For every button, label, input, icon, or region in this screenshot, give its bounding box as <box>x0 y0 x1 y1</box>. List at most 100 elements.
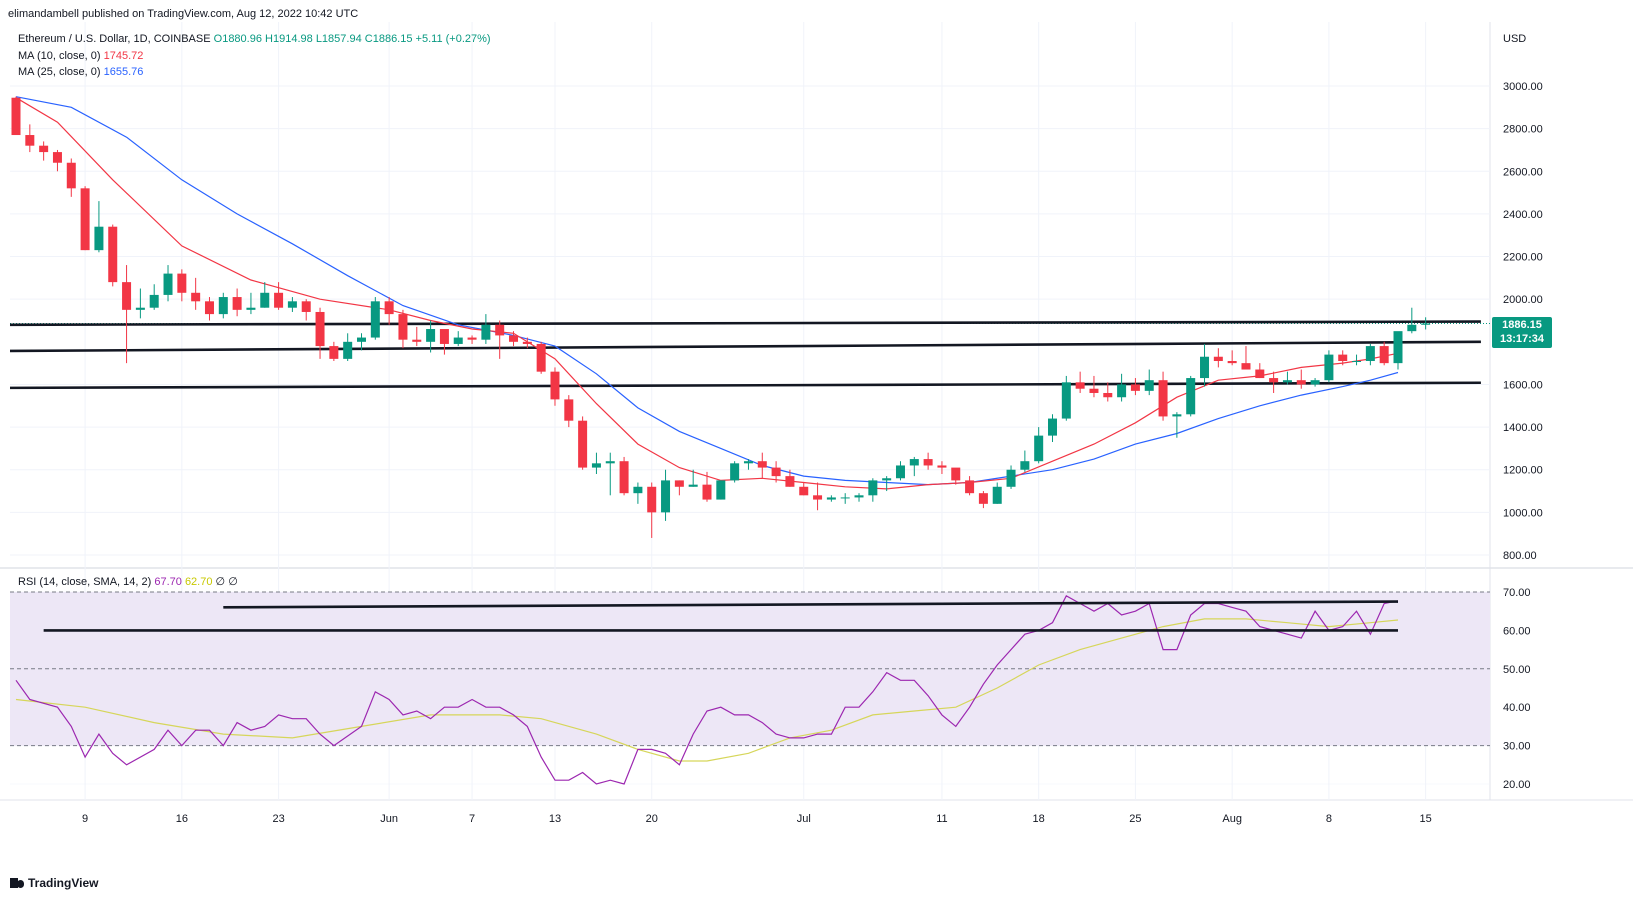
candle <box>1407 307 1417 334</box>
candle-body <box>1020 461 1030 470</box>
candle <box>1144 369 1154 396</box>
candle <box>481 314 491 344</box>
candle <box>937 461 947 474</box>
candle-body <box>1034 435 1044 462</box>
candle-body <box>882 478 892 481</box>
candle-body <box>315 311 325 347</box>
candle-body <box>357 337 366 342</box>
candle-body <box>1255 369 1265 379</box>
candle <box>840 493 850 504</box>
candle <box>177 269 187 302</box>
candle <box>1158 371 1168 421</box>
candle <box>384 297 394 325</box>
candle <box>578 416 588 470</box>
time-axis-label: 15 <box>1420 813 1432 825</box>
moving-averages <box>15 96 1399 490</box>
candle-body <box>80 188 90 251</box>
candle <box>951 467 961 485</box>
candle-body <box>204 301 214 315</box>
candle-body <box>1379 346 1389 364</box>
candle <box>412 326 422 347</box>
ma10-legend[interactable]: MA (10, close, 0) 1745.72 <box>18 50 143 62</box>
candle <box>1172 412 1182 438</box>
support-line <box>9 320 1481 327</box>
axis-currency: USD <box>1503 33 1527 45</box>
time-axis-label: 20 <box>646 813 658 825</box>
candle <box>564 395 574 428</box>
candle-body <box>25 135 35 146</box>
candle <box>992 482 1002 504</box>
candle-body <box>232 297 242 310</box>
candle <box>743 459 753 470</box>
candle-body <box>1241 363 1251 370</box>
candle <box>868 478 878 502</box>
candle <box>370 297 380 340</box>
candle <box>108 224 118 287</box>
rsi-axis-label: 30.00 <box>1503 741 1531 753</box>
rsi-axis-label: 20.00 <box>1503 779 1531 791</box>
candle <box>66 158 76 197</box>
ma25-legend[interactable]: MA (25, close, 0) 1655.76 <box>18 66 143 78</box>
trend-lines <box>9 320 1490 390</box>
candle-body <box>163 273 173 295</box>
rsi-sma-value: 62.70 <box>184 576 213 588</box>
candle <box>730 461 740 483</box>
candle-body <box>260 292 270 308</box>
candle-body <box>771 467 781 477</box>
candle <box>453 331 463 347</box>
candle-body <box>1296 380 1306 385</box>
candle <box>688 469 698 487</box>
time-axis-label: 13 <box>549 813 561 825</box>
candle-body <box>965 480 975 494</box>
candle <box>661 469 671 521</box>
candle-body <box>923 459 933 466</box>
candle-body <box>1186 378 1196 415</box>
tradingview-brand[interactable]: TradingView <box>10 876 98 890</box>
candle-body <box>1310 380 1320 385</box>
candle-body <box>1393 331 1403 364</box>
ohlc-open: O1880.96 <box>213 33 262 45</box>
candle <box>1075 371 1085 393</box>
candle-body <box>384 301 394 315</box>
candle <box>94 201 104 253</box>
candle <box>1186 375 1196 417</box>
candle <box>1379 341 1389 366</box>
candle-body <box>370 301 380 338</box>
candle <box>674 480 684 496</box>
candle-body <box>398 314 408 340</box>
price-axis-label: 1200.00 <box>1503 465 1543 477</box>
candle-body <box>1365 346 1375 362</box>
support-line <box>9 340 1481 353</box>
time-axis-label: 11 <box>936 813 947 825</box>
candle-body <box>688 484 698 487</box>
candle <box>605 452 615 496</box>
candle <box>426 320 436 353</box>
candle <box>260 282 270 308</box>
candle <box>439 329 449 355</box>
candle-body <box>274 292 284 308</box>
candle-body <box>94 226 104 251</box>
candle <box>1130 378 1140 396</box>
ohlc-low: L1857.94 <box>315 33 362 45</box>
candle-body <box>799 486 809 496</box>
candle <box>495 320 505 359</box>
price-axis-label: 2400.00 <box>1503 209 1543 221</box>
candle <box>1310 378 1320 387</box>
time-axis-label: 16 <box>176 813 188 825</box>
candle <box>1352 354 1362 366</box>
rsi-axis-label: 50.00 <box>1503 664 1531 676</box>
candle <box>218 292 228 319</box>
candle-body <box>730 463 740 481</box>
candle-body <box>301 301 311 312</box>
candle <box>813 482 823 511</box>
time-axis-label: 18 <box>1033 813 1045 825</box>
candle-body <box>1200 356 1210 379</box>
candle <box>633 482 643 504</box>
candle-body <box>647 486 657 513</box>
candle <box>536 341 546 374</box>
candle-body <box>1103 392 1113 398</box>
candle-body <box>895 465 905 479</box>
candle <box>80 186 90 251</box>
rsi-legend[interactable]: RSI (14, close, SMA, 14, 2) 67.70 62.70 … <box>18 575 238 588</box>
